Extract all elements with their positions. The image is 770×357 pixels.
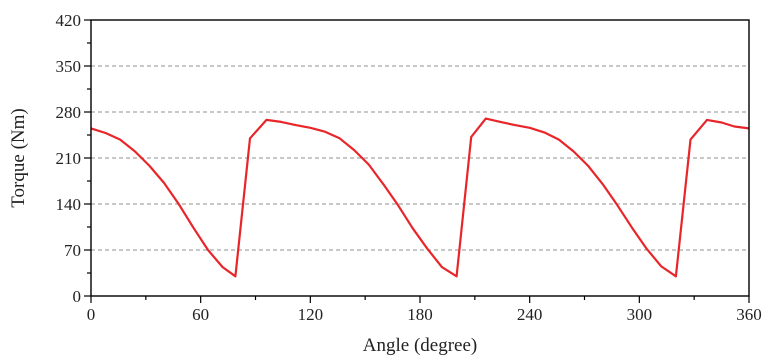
y-tick-label-0: 0: [73, 287, 82, 306]
y-tick-label-210: 210: [56, 149, 82, 168]
x-tick-label-180: 180: [407, 305, 433, 324]
x-tick-label-240: 240: [517, 305, 543, 324]
y-tick-label-280: 280: [56, 103, 82, 122]
y-tick-label-140: 140: [56, 195, 82, 214]
grid-lines: [91, 65, 749, 251]
y-tick-label-70: 70: [64, 241, 81, 260]
x-tick-labels: 0 60 120 180 240 300 360: [87, 305, 762, 324]
axis-ticks: [84, 19, 750, 303]
y-tick-labels: 0 70 140 210 280 350 420: [56, 11, 82, 306]
x-tick-label-360: 360: [736, 305, 762, 324]
x-tick-label-120: 120: [298, 305, 324, 324]
x-tick-label-60: 60: [192, 305, 209, 324]
x-tick-label-300: 300: [627, 305, 653, 324]
y-tick-label-350: 350: [56, 57, 82, 76]
y-axis-title: Torque (Nm): [8, 108, 29, 207]
y-tick-label-420: 420: [56, 11, 82, 30]
x-tick-label-0: 0: [87, 305, 96, 324]
x-axis-title: Angle (degree): [363, 335, 477, 356]
torque-series-line: [90, 117, 750, 278]
